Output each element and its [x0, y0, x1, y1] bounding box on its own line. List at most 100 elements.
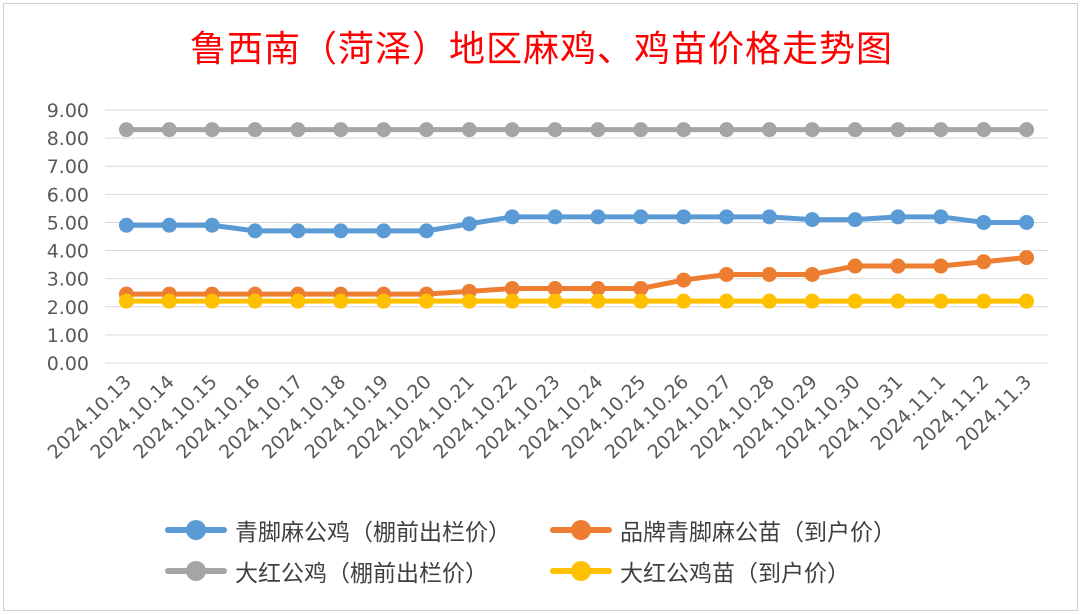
series-1-point-20 [933, 209, 949, 225]
series-2-point-16 [761, 266, 777, 282]
series-line-1 [123, 214, 1030, 234]
series-4-point-5 [290, 293, 306, 309]
series-2-point-12 [590, 281, 606, 297]
series-4-point-13 [633, 293, 649, 309]
series-4-point-7 [376, 293, 392, 309]
series-4-point-14 [676, 293, 692, 309]
series-2-point-11 [547, 281, 563, 297]
series-4-point-4 [247, 293, 263, 309]
y-tick-label-4: 4.00 [47, 241, 89, 263]
series-4-point-19 [890, 293, 906, 309]
gridlines [105, 109, 1048, 364]
legend-item-series-2: 品牌青脚麻公苗（到户价） [550, 512, 896, 548]
y-tick-label-0: 0.00 [47, 353, 89, 375]
series-line-2 [123, 255, 1030, 297]
series-2-point-19 [890, 258, 906, 274]
legend-item-series-1: 青脚麻公鸡（棚前出栏价） [165, 512, 511, 548]
series-1-point-18 [847, 212, 863, 228]
series-4-point-2 [161, 293, 177, 309]
series-1-point-22 [1019, 214, 1035, 230]
series-1-point-1 [118, 217, 134, 233]
legend-label-series-1: 青脚麻公鸡（棚前出栏价） [235, 520, 511, 546]
series-3-point-19 [890, 122, 906, 138]
series-1-point-16 [761, 209, 777, 225]
series-4-point-1 [118, 293, 134, 309]
x-axis-ticks: 2024.10.132024.10.142024.10.152024.10.16… [43, 371, 1036, 463]
series-3-point-13 [633, 122, 649, 138]
series-3-point-22 [1019, 122, 1035, 138]
chart-title: 鲁西南（菏泽）地区麻鸡、鸡苗价格走势图 [189, 29, 893, 70]
legend-marker-series-3 [165, 553, 227, 589]
legend-label-series-2: 品牌青脚麻公苗（到户价） [620, 520, 896, 546]
legend-item-series-4: 大红公鸡苗（到户价） [550, 553, 850, 589]
series-3-point-4 [247, 122, 263, 138]
legend: 青脚麻公鸡（棚前出栏价） 品牌青脚麻公苗（到户价） 大红公鸡（棚前出栏价） 大红… [165, 508, 1065, 598]
y-tick-label-7: 7.00 [47, 156, 89, 178]
series-1-point-8 [418, 223, 434, 239]
series-2-point-15 [719, 266, 735, 282]
series-2-point-21 [976, 254, 992, 270]
series-group [118, 122, 1035, 309]
series-4-point-22 [1019, 293, 1035, 309]
series-4-point-6 [333, 293, 349, 309]
series-1-point-11 [547, 209, 563, 225]
series-4-point-21 [976, 293, 992, 309]
series-1-point-9 [461, 216, 477, 232]
series-4-point-11 [547, 293, 563, 309]
y-axis-ticks: 0.00 1.00 2.00 3.00 4.00 5.00 6.00 7.00 8.00 9.00 [47, 100, 89, 375]
series-4-point-16 [761, 293, 777, 309]
series-3-point-3 [204, 122, 220, 138]
series-3-point-11 [547, 122, 563, 138]
y-tick-label-1: 1.00 [47, 325, 89, 347]
series-3-point-17 [804, 122, 820, 138]
y-tick-label-6: 6.00 [47, 184, 89, 206]
series-3-point-9 [461, 122, 477, 138]
legend-label-series-3: 大红公鸡（棚前出栏价） [235, 561, 488, 587]
series-4-point-8 [418, 293, 434, 309]
y-tick-label-2: 2.00 [47, 297, 89, 319]
series-2-point-17 [804, 266, 820, 282]
series-3-point-10 [504, 122, 520, 138]
series-1-point-2 [161, 217, 177, 233]
series-3-point-2 [161, 122, 177, 138]
series-4-point-17 [804, 293, 820, 309]
legend-marker-series-1 [165, 512, 227, 548]
series-4-point-10 [504, 293, 520, 309]
legend-item-series-3: 大红公鸡（棚前出栏价） [165, 553, 488, 589]
series-1-point-15 [719, 209, 735, 225]
series-1-point-4 [247, 223, 263, 239]
series-2-point-22 [1019, 250, 1035, 266]
y-tick-label-9: 9.00 [47, 100, 89, 122]
series-1-point-7 [376, 223, 392, 239]
series-3-point-21 [976, 122, 992, 138]
series-4-point-15 [719, 293, 735, 309]
series-1-point-14 [676, 209, 692, 225]
series-1-point-5 [290, 223, 306, 239]
series-4-point-18 [847, 293, 863, 309]
legend-marker-series-2 [550, 512, 612, 548]
series-2-point-10 [504, 281, 520, 297]
series-3-point-18 [847, 122, 863, 138]
legend-label-series-4: 大红公鸡苗（到户价） [620, 561, 850, 587]
y-tick-label-3: 3.00 [47, 269, 89, 291]
series-2-point-14 [676, 272, 692, 288]
series-3-point-16 [761, 122, 777, 138]
series-1-point-19 [890, 209, 906, 225]
series-3-point-6 [333, 122, 349, 138]
series-4-point-20 [933, 293, 949, 309]
series-1-point-12 [590, 209, 606, 225]
y-tick-label-8: 8.00 [47, 128, 89, 150]
series-3-point-1 [118, 122, 134, 138]
series-3-point-12 [590, 122, 606, 138]
series-4-point-12 [590, 293, 606, 309]
series-1-point-13 [633, 209, 649, 225]
y-tick-label-5: 5.00 [47, 212, 89, 234]
series-2-point-20 [933, 258, 949, 274]
series-1-point-17 [804, 212, 820, 228]
series-3-point-15 [719, 122, 735, 138]
series-3-point-7 [376, 122, 392, 138]
series-3-point-14 [676, 122, 692, 138]
series-1-point-10 [504, 209, 520, 225]
series-4-point-3 [204, 293, 220, 309]
